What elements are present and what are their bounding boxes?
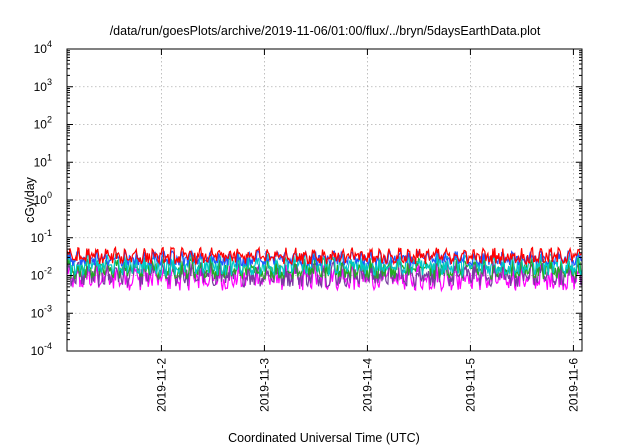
y-tick-label: 10-2: [31, 266, 52, 283]
x-tick-label: 2019-11-4: [360, 358, 374, 412]
y-tick-label: 102: [34, 115, 52, 132]
x-tick-label: 2019-11-6: [566, 358, 580, 412]
y-tick-exponent: 2: [47, 115, 52, 125]
data-series: [66, 245, 583, 293]
y-tick-exponent: -4: [44, 341, 52, 351]
x-tick-label: 2019-11-3: [257, 358, 271, 412]
y-tick-label: 101: [34, 152, 52, 169]
y-tick-exponent: -1: [44, 228, 52, 238]
series-line: [66, 245, 583, 266]
y-axis-label: cGy/day: [23, 176, 37, 223]
x-axis-label: Coordinated Universal Time (UTC): [228, 431, 420, 445]
y-tick-exponent: 0: [47, 190, 52, 200]
x-axis-ticks: 2019-11-2 2019-11-3 2019-11-4 2019-11-5 2019…: [154, 49, 580, 412]
y-tick-label: 10-4: [31, 341, 52, 358]
y-tick-exponent: -3: [44, 303, 52, 313]
x-tick-label: 2019-11-2: [154, 358, 168, 412]
series-line: [66, 259, 583, 289]
y-tick-exponent: 1: [47, 152, 52, 162]
y-tick-exponent: 3: [47, 77, 52, 87]
grid-lines: [67, 49, 582, 351]
y-tick-label: 10-3: [31, 303, 52, 320]
y-tick-exponent: -2: [44, 266, 52, 276]
y-tick-exponent: 4: [47, 39, 52, 49]
y-tick-label: 10-1: [31, 228, 52, 245]
y-tick-label: 103: [34, 77, 52, 94]
chart-title: /data/run/goesPlots/archive/2019-11-06/0…: [110, 24, 541, 38]
x-tick-label: 2019-11-5: [463, 358, 477, 412]
y-tick-label: 104: [34, 39, 52, 56]
